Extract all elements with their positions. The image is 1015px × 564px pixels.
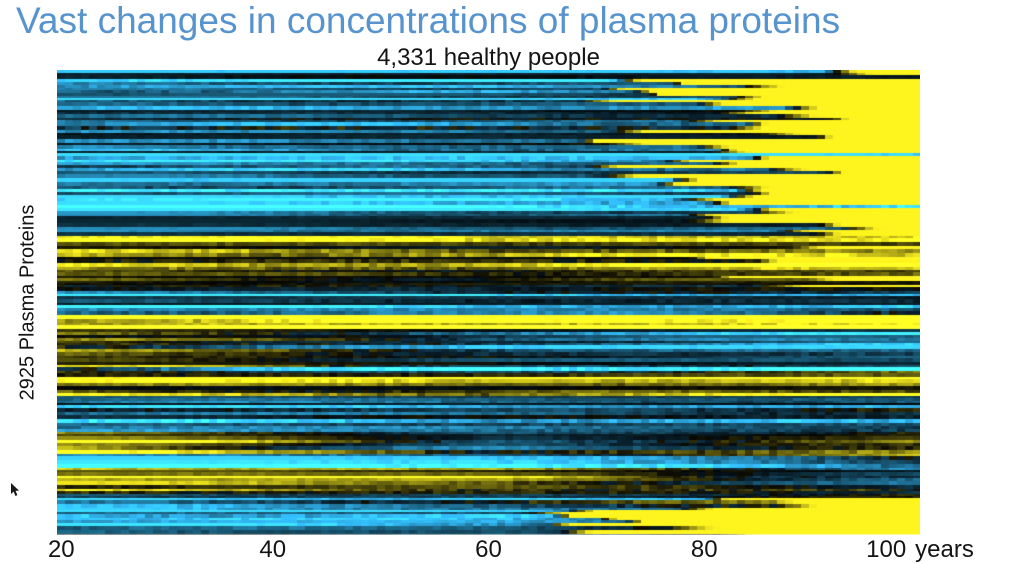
chart-title: 4,331 healthy people <box>377 44 600 71</box>
x-axis: 20 40 60 80 100 years <box>48 536 974 563</box>
x-tick-40: 40 <box>259 536 287 563</box>
x-tick-80: 80 <box>690 536 718 563</box>
x-tick-100-value: 100 <box>866 536 907 563</box>
x-tick-20: 20 <box>47 536 75 563</box>
slide-title: Vast changes in concentrations of plasma… <box>16 0 841 41</box>
y-axis-label: 2925 Plasma Proteins <box>16 204 39 401</box>
y-axis-label-wrap: 2925 Plasma Proteins <box>0 70 56 535</box>
x-tick-100: 100 years <box>866 536 974 564</box>
x-axis-unit: years <box>915 536 974 563</box>
mouse-cursor-icon <box>11 483 19 496</box>
protein-heatmap <box>57 70 920 535</box>
x-tick-60: 60 <box>475 536 502 563</box>
